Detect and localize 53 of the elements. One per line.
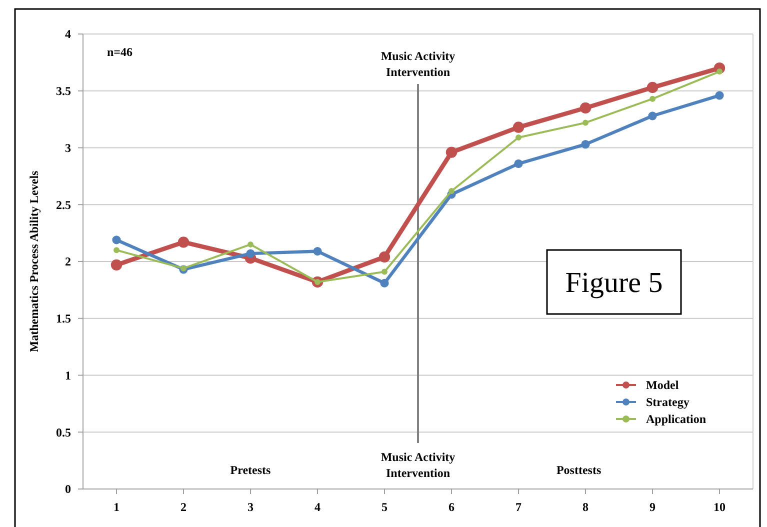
annotation: Music Activity Intervention <box>380 450 456 480</box>
point <box>580 102 592 114</box>
point <box>446 146 458 158</box>
y-axis-title: Mathematics Process Ability Levels <box>27 170 41 352</box>
x-tick-label: 4 <box>314 500 320 514</box>
point <box>378 251 390 263</box>
x-tick-label: 2 <box>180 500 186 514</box>
y-tick-label: 1 <box>65 368 71 382</box>
x-tick-label: 9 <box>650 500 656 514</box>
x-tick-label: 6 <box>448 500 454 514</box>
legend-label: Application <box>646 412 706 426</box>
point <box>516 134 522 141</box>
point <box>382 268 388 275</box>
point <box>114 247 120 254</box>
point <box>512 122 524 133</box>
annotation: Figure 5 <box>565 267 663 300</box>
y-tick-label: 2.5 <box>56 198 71 212</box>
point <box>246 249 255 258</box>
y-tick-label: 1.5 <box>56 312 71 326</box>
annotation: Pretests <box>230 463 272 477</box>
point <box>648 112 657 120</box>
annotation: Posttests <box>556 463 602 477</box>
point <box>112 236 121 244</box>
point <box>715 91 724 100</box>
point <box>646 82 658 94</box>
point <box>178 236 190 248</box>
point <box>582 120 588 126</box>
ref-line-label: Music Activity Intervention <box>380 49 456 79</box>
x-tick-label: 8 <box>582 500 588 514</box>
x-tick-label: 3 <box>248 500 254 514</box>
point <box>110 259 122 271</box>
point <box>380 278 389 288</box>
y-tick-label: 3.5 <box>56 84 71 98</box>
y-tick-label: 3 <box>65 140 71 155</box>
x-tick-label: 1 <box>114 500 120 514</box>
y-tick-label: 0 <box>65 482 71 496</box>
point <box>514 159 523 168</box>
y-tick-label: 4 <box>65 27 71 42</box>
annotation: n=46 <box>107 45 133 59</box>
legend-label: Strategy <box>646 395 690 410</box>
y-tick-label: 0.5 <box>56 425 71 440</box>
point <box>248 241 254 248</box>
x-tick-label: 10 <box>714 500 726 514</box>
point <box>581 140 590 149</box>
x-tick-label: 5 <box>382 500 388 514</box>
legend-label: Model <box>646 378 680 392</box>
x-tick-label: 7 <box>516 500 522 514</box>
point <box>448 188 454 194</box>
y-tick-label: 2 <box>65 254 71 269</box>
point <box>313 246 322 256</box>
point <box>180 265 186 272</box>
point <box>650 96 656 102</box>
point <box>716 68 722 75</box>
